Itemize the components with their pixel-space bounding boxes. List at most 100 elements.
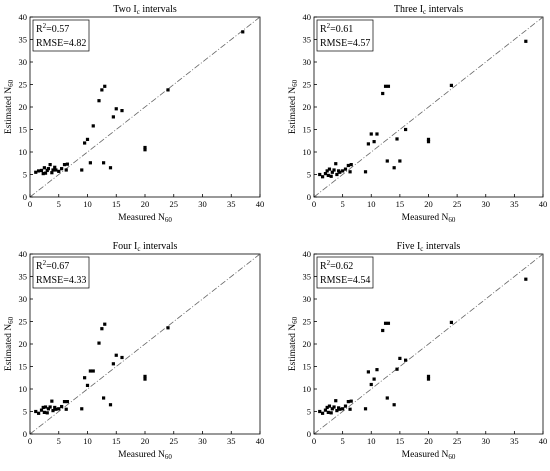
y-tick-label: 40	[19, 12, 28, 22]
data-point	[39, 408, 44, 412]
rmse-label: RMSE=4.33	[36, 275, 86, 286]
y-axis-title: Estimated N60	[288, 79, 299, 134]
x-axis-title: Measured N60	[402, 213, 456, 224]
data-point	[114, 353, 118, 357]
one-to-one-line	[313, 16, 544, 198]
data-point	[369, 382, 373, 387]
data-point	[103, 322, 107, 326]
one-to-one-line	[29, 16, 261, 198]
y-tick-label: 15	[303, 125, 312, 135]
data-point	[449, 320, 453, 324]
y-tick-label: 35	[303, 272, 312, 282]
data-point	[50, 399, 54, 403]
y-tick-label: 10	[19, 147, 28, 157]
data-point	[363, 170, 368, 174]
data-point	[318, 172, 322, 177]
x-tick-label: 35	[227, 199, 236, 209]
data-point	[64, 168, 68, 172]
y-tick-label: 20	[303, 102, 312, 112]
data-point	[111, 115, 115, 119]
data-point	[65, 162, 69, 166]
x-tick-label: 5	[341, 436, 345, 446]
r-squared-label: R2=0.62	[320, 259, 353, 272]
x-tick-label: 0	[312, 199, 316, 209]
x-tick-label: 40	[256, 436, 265, 446]
y-tick-label: 15	[19, 125, 28, 135]
x-tick-label: 20	[424, 436, 433, 446]
data-point	[120, 355, 124, 360]
data-point	[334, 162, 338, 166]
data-point	[395, 367, 399, 371]
data-point	[64, 407, 68, 411]
x-tick-label: 30	[482, 436, 491, 446]
x-tick-label: 0	[28, 436, 32, 446]
x-tick-label: 10	[367, 436, 376, 446]
data-point	[325, 405, 329, 410]
data-point	[60, 167, 64, 171]
y-tick-label: 15	[303, 362, 312, 372]
data-point	[385, 396, 389, 400]
data-point	[372, 377, 376, 381]
data-point	[62, 400, 67, 404]
data-point	[335, 409, 339, 413]
data-point	[143, 374, 147, 378]
x-tick-label: 0	[28, 199, 32, 209]
data-point	[46, 407, 50, 411]
x-tick-label: 20	[141, 199, 150, 209]
data-point	[329, 174, 333, 178]
data-point	[51, 409, 55, 413]
y-tick-label: 25	[303, 317, 312, 327]
data-point	[398, 356, 402, 360]
data-point	[327, 167, 332, 171]
data-point	[329, 411, 333, 415]
data-point	[114, 107, 118, 111]
data-point	[41, 405, 45, 410]
y-tick-label: 35	[303, 35, 312, 45]
data-point	[341, 407, 345, 411]
data-point	[383, 84, 388, 88]
y-tick-label: 10	[19, 384, 28, 394]
x-tick-label: 15	[396, 436, 405, 446]
data-point	[325, 169, 329, 173]
data-point	[100, 327, 104, 331]
data-point	[91, 369, 95, 373]
data-point	[385, 159, 389, 163]
x-axis-title: Measured N60	[402, 450, 456, 461]
data-point	[97, 341, 101, 345]
data-point	[60, 404, 64, 409]
data-point	[97, 99, 101, 103]
x-axis-title: Measured N60	[118, 213, 172, 224]
x-tick-label: 35	[227, 436, 236, 446]
data-point	[375, 132, 379, 136]
x-tick-label: 15	[112, 436, 121, 446]
scatter-panel-1: 0 5 10 15 20 25 30 35 40 0 5 10 15 20 25 30 35 40 Two Ic i…	[4, 4, 264, 224]
data-point	[386, 321, 391, 325]
y-tick-label: 10	[303, 147, 312, 157]
data-point	[372, 140, 376, 144]
x-tick-label: 30	[482, 199, 491, 209]
data-point	[349, 399, 353, 403]
data-point	[120, 109, 124, 113]
data-point	[330, 170, 334, 174]
data-point	[335, 172, 339, 177]
panel-title: Three Ic intervals	[394, 4, 463, 16]
data-point	[42, 166, 46, 170]
y-tick-label: 30	[19, 57, 28, 67]
data-point	[57, 169, 61, 173]
data-point	[392, 403, 396, 407]
y-tick-label: 5	[307, 170, 311, 180]
y-tick-label: 20	[19, 102, 28, 112]
scatter-panel-3: 0 5 10 15 20 25 30 35 40 0 5 10 15 20 25 30 35 40 Four Ic …	[4, 241, 264, 461]
data-point	[34, 170, 38, 174]
data-point	[334, 399, 338, 403]
data-point	[381, 328, 385, 333]
data-point	[241, 30, 245, 34]
data-point	[330, 407, 334, 411]
data-point	[108, 403, 113, 407]
data-point	[102, 161, 106, 165]
data-point	[88, 369, 92, 373]
data-point	[381, 91, 385, 96]
data-point	[348, 407, 352, 411]
data-point	[338, 170, 342, 174]
data-point	[404, 127, 408, 132]
